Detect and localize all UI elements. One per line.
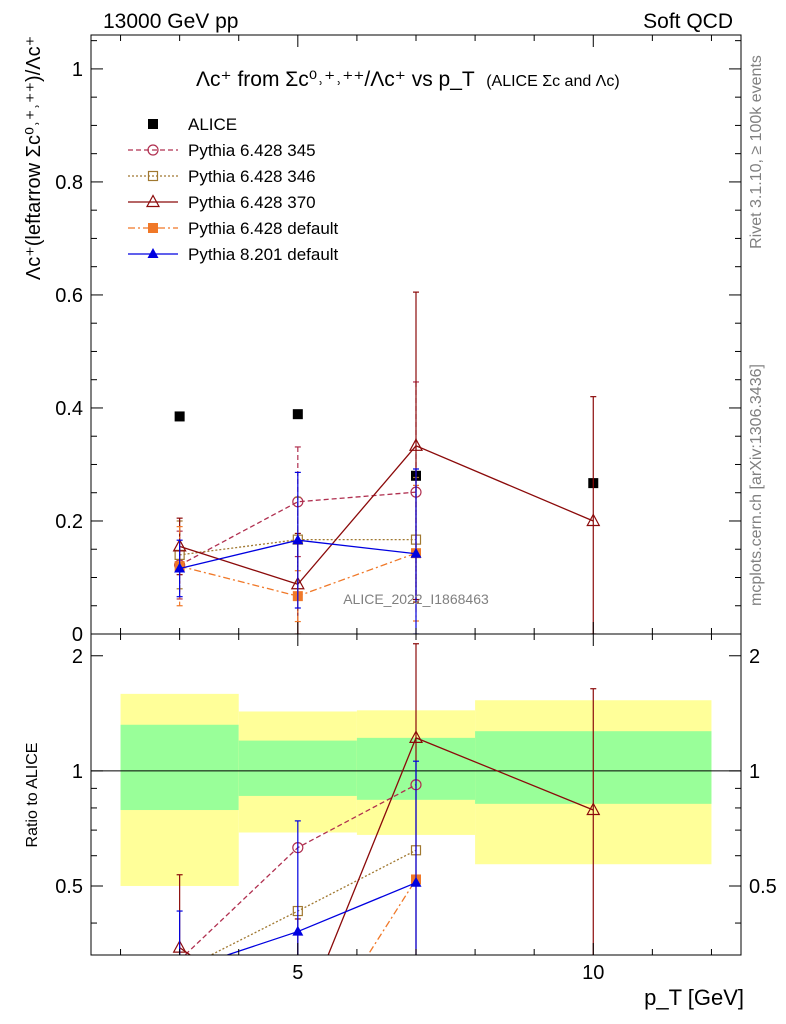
ratio-point — [174, 965, 185, 975]
y-tick-label: 0.2 — [55, 511, 83, 533]
series-line-3 — [179, 445, 594, 586]
y-tick-label: 1 — [72, 59, 83, 81]
legend-label: ALICE — [188, 115, 237, 134]
ratio-y-tick-label: 1 — [72, 761, 83, 783]
ratio-point — [177, 954, 182, 955]
data-point — [292, 534, 304, 545]
ratio-band-inner-0 — [120, 724, 239, 811]
legend-entry-0: ALICE — [148, 115, 237, 134]
series-0 — [174, 409, 599, 489]
chart-title-main: Λc⁺ from Σc⁰˒⁺˒⁺⁺/Λc⁺ vs p_T — [196, 68, 475, 91]
legend-marker — [148, 223, 158, 233]
main-series — [172, 291, 601, 634]
x-axis-label: p_T [GeV] — [644, 985, 744, 1010]
y-axis-label: Λc⁺(leftarrow Σc⁰˒⁺˒⁺⁺)/Λc⁺ — [23, 36, 45, 280]
legend-entry-1: Pythia 6.428 345 — [128, 141, 316, 160]
chart-title: Λc⁺ from Σc⁰˒⁺˒⁺⁺/Λc⁺ vs p_T (ALICE Σc a… — [196, 68, 620, 91]
x-tick-label: 5 — [292, 962, 303, 984]
ratio-point — [586, 802, 601, 816]
ratio-axis-label: Ratio to ALICE — [24, 743, 41, 848]
y-tick-label: 0 — [72, 624, 83, 646]
axes: 5 10 0 0.2 0.4 0.6 0.8 1 0.5 0.5 1 1 2 2 — [55, 34, 777, 984]
series-3 — [172, 291, 601, 634]
legend-label: Pythia 8.201 default — [188, 245, 339, 264]
rivet-label: Rivet 3.1.10, ≥ 100k events — [748, 55, 765, 249]
analysis-watermark: ALICE_2022_I1868463 — [343, 591, 489, 607]
legend-entry-2: Pythia 6.428 346 — [128, 167, 316, 186]
header-right: Soft QCD — [643, 10, 733, 33]
header-left: 13000 GeV pp — [103, 10, 238, 33]
series-line-1 — [179, 491, 417, 566]
ratio-band-inner-1 — [238, 740, 357, 796]
y-tick-label: 0.4 — [55, 398, 83, 420]
ratio-y-tick-label-right: 2 — [749, 646, 760, 668]
data-point — [586, 513, 601, 527]
y-tick-label: 0.8 — [55, 172, 83, 194]
legend-label: Pythia 6.428 345 — [188, 141, 316, 160]
legend-marker — [147, 248, 159, 258]
x-tick-label: 10 — [582, 962, 604, 984]
legend-marker — [145, 194, 161, 208]
chart-title-sub: (ALICE Σc and Λc) — [486, 73, 620, 90]
ratio-y-tick-label-right: 0.5 — [749, 876, 777, 898]
ratio-point — [408, 730, 424, 743]
data-point — [174, 411, 185, 422]
legend-label: Pythia 6.428 370 — [188, 193, 316, 212]
legend-marker — [147, 144, 159, 156]
legend-marker — [147, 170, 159, 182]
ratio-point — [292, 925, 304, 936]
ratio-y-tick-label-right: 1 — [749, 761, 760, 783]
data-point — [410, 547, 422, 558]
y-tick-label: 0.6 — [55, 285, 83, 307]
data-point — [174, 562, 186, 573]
ratio-y-tick-label: 0.5 — [55, 876, 83, 898]
legend-entry-5: Pythia 8.201 default — [128, 245, 339, 264]
legend-entry-4: Pythia 6.428 default — [128, 219, 339, 238]
data-point — [292, 409, 303, 420]
legend-entry-3: Pythia 6.428 370 — [128, 193, 316, 212]
legend-marker — [148, 119, 158, 129]
ratio-y-tick-label: 2 — [72, 646, 83, 668]
ratio-point — [175, 966, 184, 975]
ratio-line-3 — [179, 737, 594, 955]
legend-label: Pythia 6.428 default — [188, 219, 339, 238]
series-5 — [174, 468, 422, 634]
mcplots-label: mcplots.cern.ch [arXiv:1306.3436] — [748, 364, 765, 606]
legend-label: Pythia 6.428 346 — [188, 167, 316, 186]
series-line-2 — [179, 538, 416, 556]
legend: ALICE Pythia 6.428 345 Pythia 6.428 346 Pyt… — [128, 115, 339, 264]
ratio-point — [410, 876, 422, 887]
data-point — [408, 438, 424, 451]
ratio-point — [175, 966, 185, 976]
